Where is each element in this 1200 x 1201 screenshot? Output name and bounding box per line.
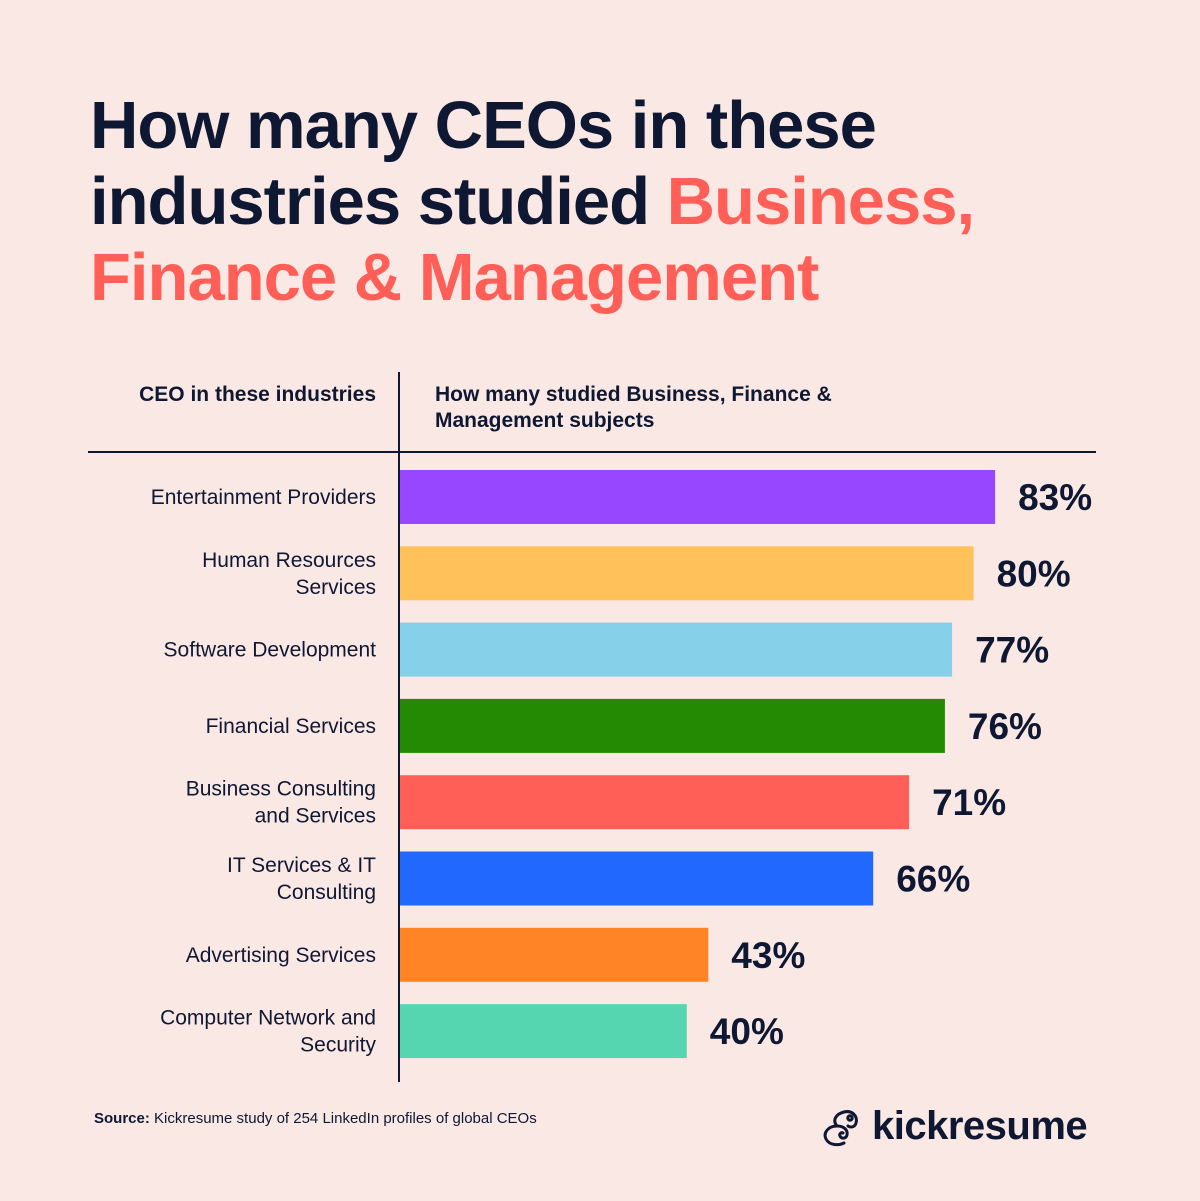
title-main: How many CEOs in these industries studie… xyxy=(90,88,877,239)
logo-text: kickresume xyxy=(872,1104,1088,1148)
category-label: Computer Network and Security xyxy=(160,1007,376,1057)
category-label: Advertising Services xyxy=(186,944,376,967)
column-header-share: How many studied Business, Finance & Man… xyxy=(435,383,832,432)
category-label: Software Development xyxy=(164,639,377,662)
axis-line xyxy=(398,372,400,1082)
bar xyxy=(400,470,996,524)
bar xyxy=(400,775,910,830)
bar xyxy=(400,927,709,982)
category-label: Business Consulting and Services xyxy=(186,778,376,828)
page-title: How many CEOs in these industries studie… xyxy=(90,88,1140,316)
category-label: IT Services & IT Consulting xyxy=(227,854,376,904)
data-label: 43% xyxy=(731,935,805,976)
category-label: Entertainment Providers xyxy=(151,486,376,509)
data-label: 77% xyxy=(975,630,1049,671)
category-label: Financial Services xyxy=(206,715,376,738)
header-divider xyxy=(88,451,1096,453)
source-label: Source: xyxy=(94,1110,150,1127)
data-label: 80% xyxy=(997,553,1071,594)
data-label: 71% xyxy=(932,782,1006,823)
data-label: 76% xyxy=(968,706,1042,747)
source-note: Source: Kickresume study of 254 LinkedIn… xyxy=(94,1110,537,1127)
chameleon-logo-icon xyxy=(823,1109,858,1146)
data-label: 66% xyxy=(896,859,970,900)
category-label: Human Resources Services xyxy=(202,549,376,599)
bar xyxy=(400,1004,687,1059)
kickresume-logo: kickresume xyxy=(820,1104,1088,1149)
column-header-industries: CEO in these industries xyxy=(139,383,376,406)
data-label: 83% xyxy=(1018,477,1092,518)
bar xyxy=(400,851,874,906)
source-text: Kickresume study of 254 LinkedIn profile… xyxy=(154,1110,537,1127)
data-label: 40% xyxy=(710,1011,784,1052)
title-highlight: Business, Finance & Management xyxy=(90,164,975,315)
bar xyxy=(400,698,945,753)
bar xyxy=(400,622,953,677)
bar xyxy=(400,546,974,601)
